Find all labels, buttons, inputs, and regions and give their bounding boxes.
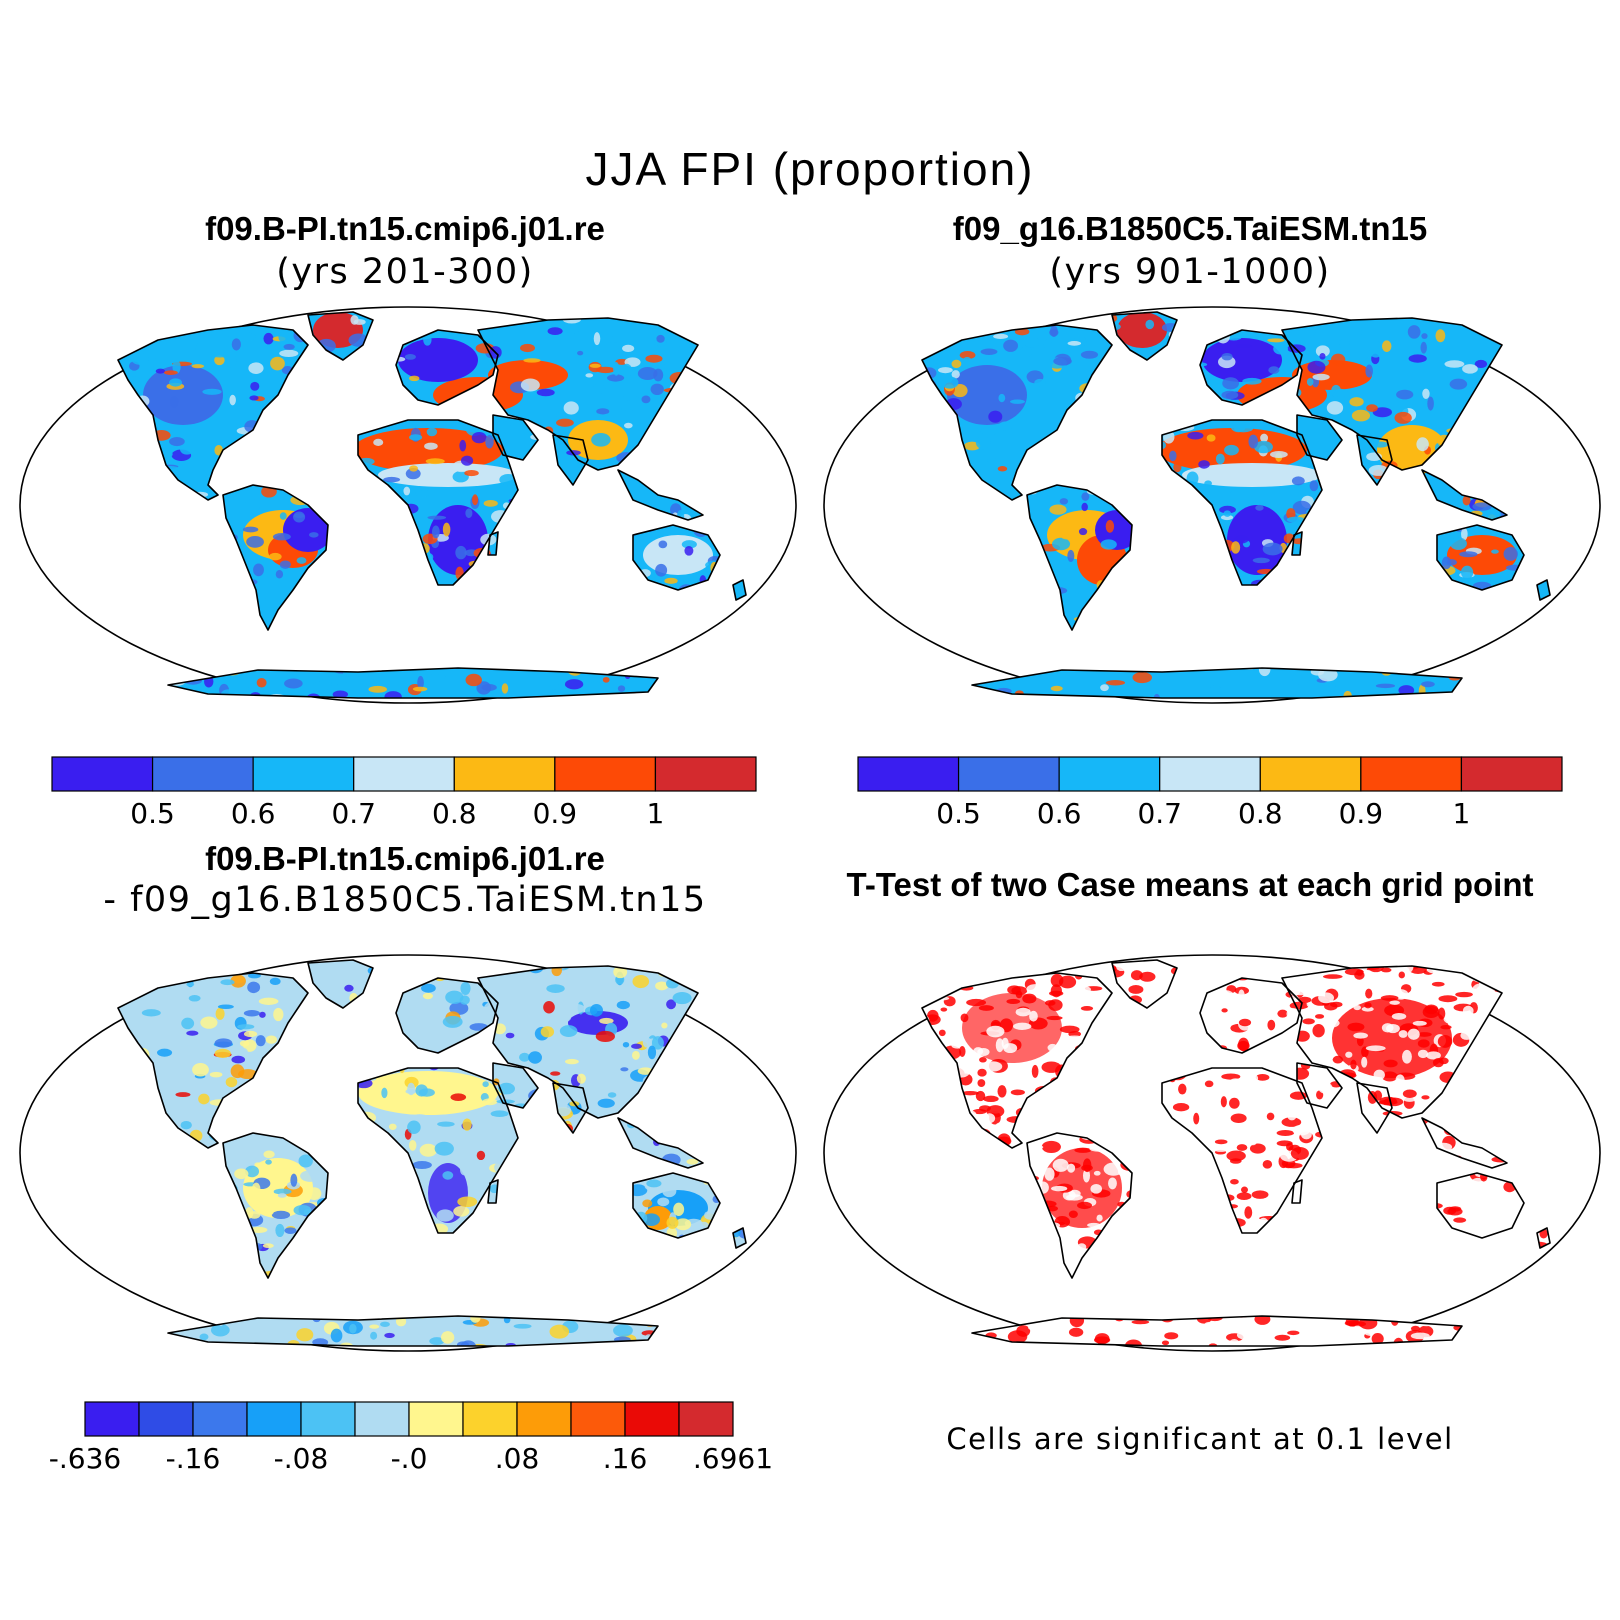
colorbar-case1: 0.5 0.6 0.7 0.8 0.9 1 xyxy=(51,756,757,830)
colorbar-tick-label: 0.6 xyxy=(231,797,276,830)
colorbar-tick-label: 1 xyxy=(647,797,665,830)
colorbar-swatch xyxy=(516,1401,572,1437)
colorbar-swatch xyxy=(192,1401,248,1437)
colorbar-tick-label: .16 xyxy=(603,1442,648,1475)
colorbar-swatch xyxy=(84,1401,140,1437)
colorbar-swatch xyxy=(857,756,960,792)
map-case1 xyxy=(19,306,797,704)
map-case2 xyxy=(823,306,1601,704)
ttest-significance-note: Cells are significant at 0.1 level xyxy=(946,1422,1454,1456)
colorbar-tick-label: .6961 xyxy=(693,1442,773,1475)
panel-1-title: f09.B-PI.tn15.cmip6.j01.re xyxy=(205,210,605,247)
colorbar-tick-label: -.16 xyxy=(166,1442,221,1475)
colorbar-case2: 0.5 0.6 0.7 0.8 0.9 1 xyxy=(857,756,1563,830)
colorbar-swatch xyxy=(957,756,1060,792)
colorbar-tick-label: 0.8 xyxy=(432,797,477,830)
colorbar-swatch xyxy=(1460,756,1563,792)
panel-3-title: f09.B-PI.tn15.cmip6.j01.re xyxy=(205,840,605,877)
colorbar-swatch xyxy=(462,1401,518,1437)
colorbar-tick-label: 0.7 xyxy=(331,797,376,830)
colorbar-tick-label: 0.7 xyxy=(1137,797,1182,830)
colorbar-swatch xyxy=(138,1401,194,1437)
colorbar-swatch xyxy=(1058,756,1161,792)
colorbar-swatch xyxy=(353,756,455,792)
colorbar-tick-label: 0.6 xyxy=(1037,797,1082,830)
figure-title: JJA FPI (proportion) xyxy=(585,143,1035,195)
colorbar-swatch xyxy=(1259,756,1362,792)
colorbar-swatch xyxy=(678,1401,734,1437)
colorbar-swatch xyxy=(570,1401,626,1437)
colorbar-swatch xyxy=(300,1401,356,1437)
colorbar-swatch xyxy=(554,756,657,792)
colorbar-swatch xyxy=(246,1401,302,1437)
colorbar-tick-label: 0.8 xyxy=(1238,797,1283,830)
colorbar-swatch xyxy=(453,756,556,792)
colorbar-tick-label: .08 xyxy=(495,1442,540,1475)
panel-3-subtitle: - f09_g16.B1850C5.TaiESM.tn15 xyxy=(103,880,707,920)
colorbar-swatch xyxy=(408,1401,464,1437)
colorbar-tick-label: -.08 xyxy=(274,1442,329,1475)
map-diff xyxy=(19,954,797,1352)
colorbar-swatch xyxy=(1159,756,1261,792)
map-ttest xyxy=(823,954,1601,1352)
panel-4-title: T-Test of two Case means at each grid po… xyxy=(846,866,1534,903)
colorbar-tick-label: 0.5 xyxy=(936,797,981,830)
colorbar-swatch xyxy=(654,756,757,792)
colorbar-tick-label: -.0 xyxy=(391,1442,428,1475)
panel-2-subtitle: (yrs 901-1000) xyxy=(1049,252,1331,292)
colorbar-swatch xyxy=(354,1401,410,1437)
colorbar-tick-label: 0.5 xyxy=(130,797,175,830)
colorbar-tick-label: 0.9 xyxy=(1339,797,1384,830)
panel-1-subtitle: (yrs 201-300) xyxy=(276,252,534,292)
colorbar-diff: -.636 -.16 -.08 -.0 .08 .16 .6961 xyxy=(49,1401,773,1475)
colorbar-swatch xyxy=(1360,756,1463,792)
colorbar-swatch xyxy=(51,756,154,792)
colorbar-tick-label: 1 xyxy=(1453,797,1471,830)
colorbar-swatch xyxy=(151,756,254,792)
colorbar-tick-label: 0.9 xyxy=(533,797,578,830)
panel-2-title: f09_g16.B1850C5.TaiESM.tn15 xyxy=(952,210,1428,247)
colorbar-swatch xyxy=(624,1401,680,1437)
colorbar-swatch xyxy=(252,756,355,792)
colorbar-tick-label: -.636 xyxy=(49,1442,121,1475)
